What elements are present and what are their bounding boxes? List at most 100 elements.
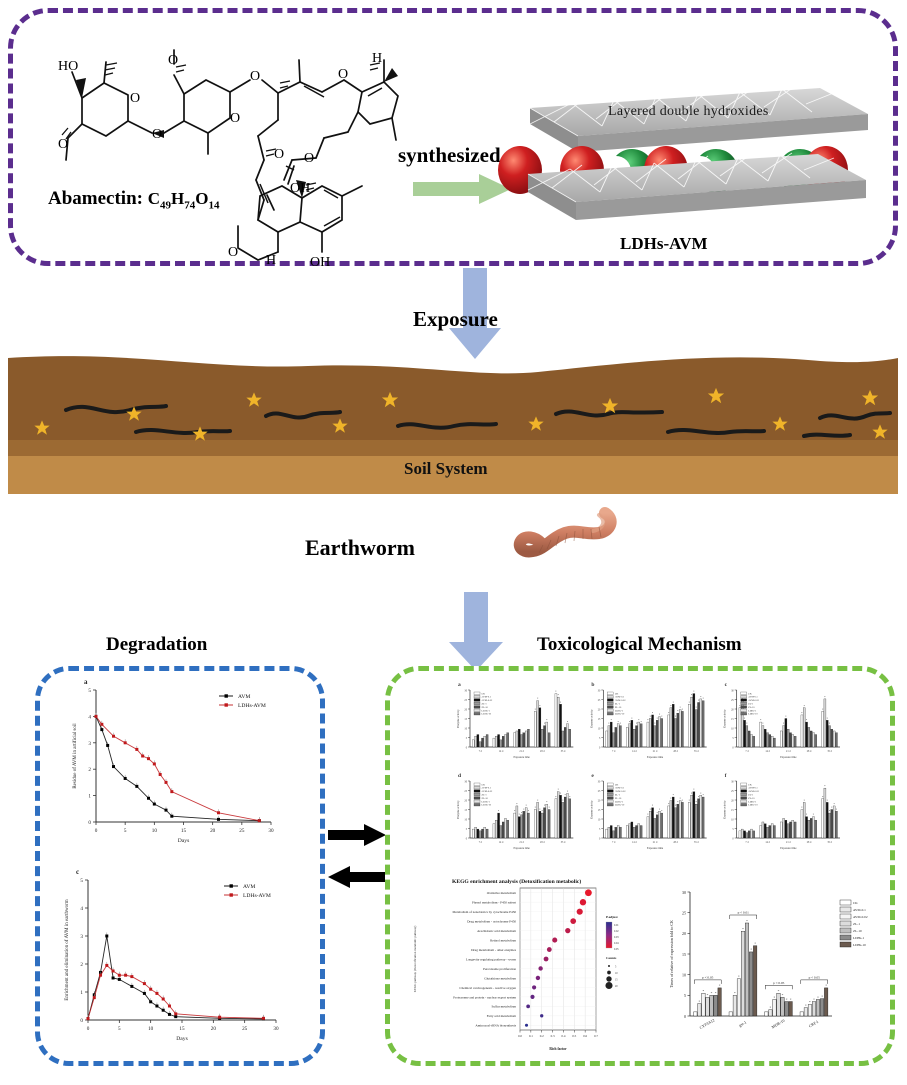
ldh-top-plate (529, 86, 868, 152)
svg-text:15: 15 (731, 718, 734, 721)
svg-text:AVM-0.02: AVM-0.02 (853, 915, 868, 919)
svg-text:5: 5 (732, 737, 734, 740)
svg-text:*: * (679, 798, 681, 801)
atom-label-O9: O (304, 151, 314, 166)
svg-text:ZL-1: ZL-1 (615, 794, 621, 797)
svg-text:*: * (821, 994, 823, 998)
svg-text:Enzyme activity: Enzyme activity (457, 800, 460, 819)
exposure-label: Exposure (413, 307, 498, 331)
svg-text:7 d: 7 d (612, 750, 616, 753)
svg-text:Enzyme activity: Enzyme activity (724, 709, 727, 728)
svg-text:*: * (548, 807, 550, 810)
svg-text:0.2: 0.2 (540, 1034, 544, 1038)
svg-text:ZL-10: ZL-10 (748, 797, 755, 800)
svg-text:*: * (682, 708, 684, 711)
svg-text:0.02: 0.02 (614, 930, 619, 933)
ldh-bottom-plate (527, 152, 866, 220)
svg-text:*: * (782, 993, 784, 997)
mechanism-panel-title: Toxicological Mechanism (537, 634, 742, 655)
svg-text:c: c (725, 682, 728, 688)
svg-text:7 d: 7 d (745, 841, 749, 844)
svg-text:14 d: 14 d (499, 841, 504, 844)
svg-text:0.04: 0.04 (614, 942, 619, 945)
atom-label-O8: O (274, 147, 284, 162)
svg-text:AVM-0.02: AVM-0.02 (615, 790, 626, 793)
svg-text:7 d: 7 d (479, 750, 483, 753)
svg-text:AVM: AVM (243, 884, 255, 890)
svg-text:10: 10 (682, 972, 686, 977)
svg-text:AVM-0.1: AVM-0.1 (482, 787, 492, 790)
svg-text:*: * (822, 796, 824, 799)
svg-text:10: 10 (598, 727, 601, 730)
svg-text:14 d: 14 d (632, 750, 637, 753)
svg-text:Longevity regulating pathway -: Longevity regulating pathway - worm (466, 957, 517, 961)
svg-text:35 d: 35 d (561, 750, 566, 753)
svg-text:15: 15 (598, 809, 601, 812)
svg-text:Fatty acid metabolism: Fatty acid metabolism (487, 1014, 517, 1018)
svg-text:*: * (514, 810, 516, 813)
svg-text:30: 30 (731, 689, 734, 692)
svg-text:AVM-0.1: AVM-0.1 (615, 787, 625, 790)
svg-text:Oxidative metabolism: Oxidative metabolism (487, 891, 517, 895)
svg-text:*: * (661, 810, 663, 813)
svg-text:0.01: 0.01 (614, 924, 619, 927)
svg-text:Exposure time: Exposure time (647, 847, 664, 850)
svg-text:*: * (657, 717, 659, 720)
svg-text:Enrichment and elimination of: Enrichment and elimination of AVM in ear… (65, 899, 70, 1000)
svg-text:0: 0 (80, 1018, 83, 1024)
svg-text:LDHs-1: LDHs-1 (615, 800, 624, 803)
svg-text:30: 30 (731, 780, 734, 783)
svg-text:ZL-1: ZL-1 (482, 703, 488, 706)
svg-text:0.4: 0.4 (561, 1034, 565, 1038)
svg-text:*: * (825, 984, 827, 988)
svg-text:*: * (711, 991, 713, 995)
svg-text:p < 0.05: p < 0.05 (702, 975, 714, 979)
svg-text:*: * (734, 991, 736, 995)
svg-text:Enzyme activity: Enzyme activity (457, 709, 460, 728)
svg-text:CYP3A12: CYP3A12 (699, 1017, 716, 1030)
svg-text:*: * (620, 723, 622, 726)
svg-text:20: 20 (731, 799, 734, 802)
arrow-degradation-to-mechanism-icon (328, 824, 386, 846)
svg-text:p < 0.05: p < 0.05 (773, 981, 785, 985)
svg-text:30: 30 (598, 689, 601, 692)
svg-text:*: * (786, 997, 788, 1001)
svg-text:25: 25 (731, 699, 734, 702)
midsoil-layer (8, 440, 898, 456)
svg-text:*: * (801, 807, 803, 810)
svg-text:ZL-1: ZL-1 (853, 922, 860, 926)
svg-text:*: * (546, 719, 548, 722)
svg-text:*: * (719, 984, 721, 988)
svg-text:*: * (535, 708, 537, 711)
svg-text:Metabolism of xenobiotics by c: Metabolism of xenobiotics by cytochrome … (453, 910, 517, 914)
svg-text:*: * (562, 799, 564, 802)
svg-text:*: * (801, 712, 803, 715)
svg-text:*: * (790, 997, 792, 1001)
svg-text:*: * (707, 993, 709, 997)
svg-text:*: * (698, 699, 700, 702)
arrow-mechanism-to-degradation-icon (328, 866, 386, 888)
svg-text:*: * (739, 705, 741, 708)
svg-text:*: * (785, 716, 787, 719)
svg-text:*: * (833, 803, 835, 806)
svg-text:1: 1 (80, 990, 83, 996)
svg-text:*: * (693, 789, 695, 792)
svg-text:14 d: 14 d (499, 750, 504, 753)
svg-text:15: 15 (598, 718, 601, 721)
svg-text:21 d: 21 d (786, 750, 791, 753)
svg-text:Exposure time: Exposure time (514, 847, 531, 850)
svg-text:25: 25 (239, 828, 245, 834)
svg-text:LDHs-AVM: LDHs-AVM (238, 703, 266, 709)
svg-text:*: * (629, 721, 631, 724)
svg-text:a: a (458, 682, 461, 688)
svg-text:CK: CK (748, 783, 752, 786)
svg-text:*: * (608, 723, 610, 726)
svg-text:LDHs-10: LDHs-10 (748, 713, 758, 716)
svg-text:ZL-1: ZL-1 (748, 794, 754, 797)
svg-text:0: 0 (95, 828, 98, 834)
svg-text:*: * (544, 805, 546, 808)
biomarker-bar-chart-grid: a 0 5 10 15 20 25 30 7 d 14 d 21 d * * * * * 28 d * * * * 35 … (452, 678, 852, 860)
svg-text:*: * (661, 716, 663, 719)
svg-text:Peroxisome proliferation: Peroxisome proliferation (483, 967, 516, 971)
svg-text:*: * (806, 719, 808, 722)
